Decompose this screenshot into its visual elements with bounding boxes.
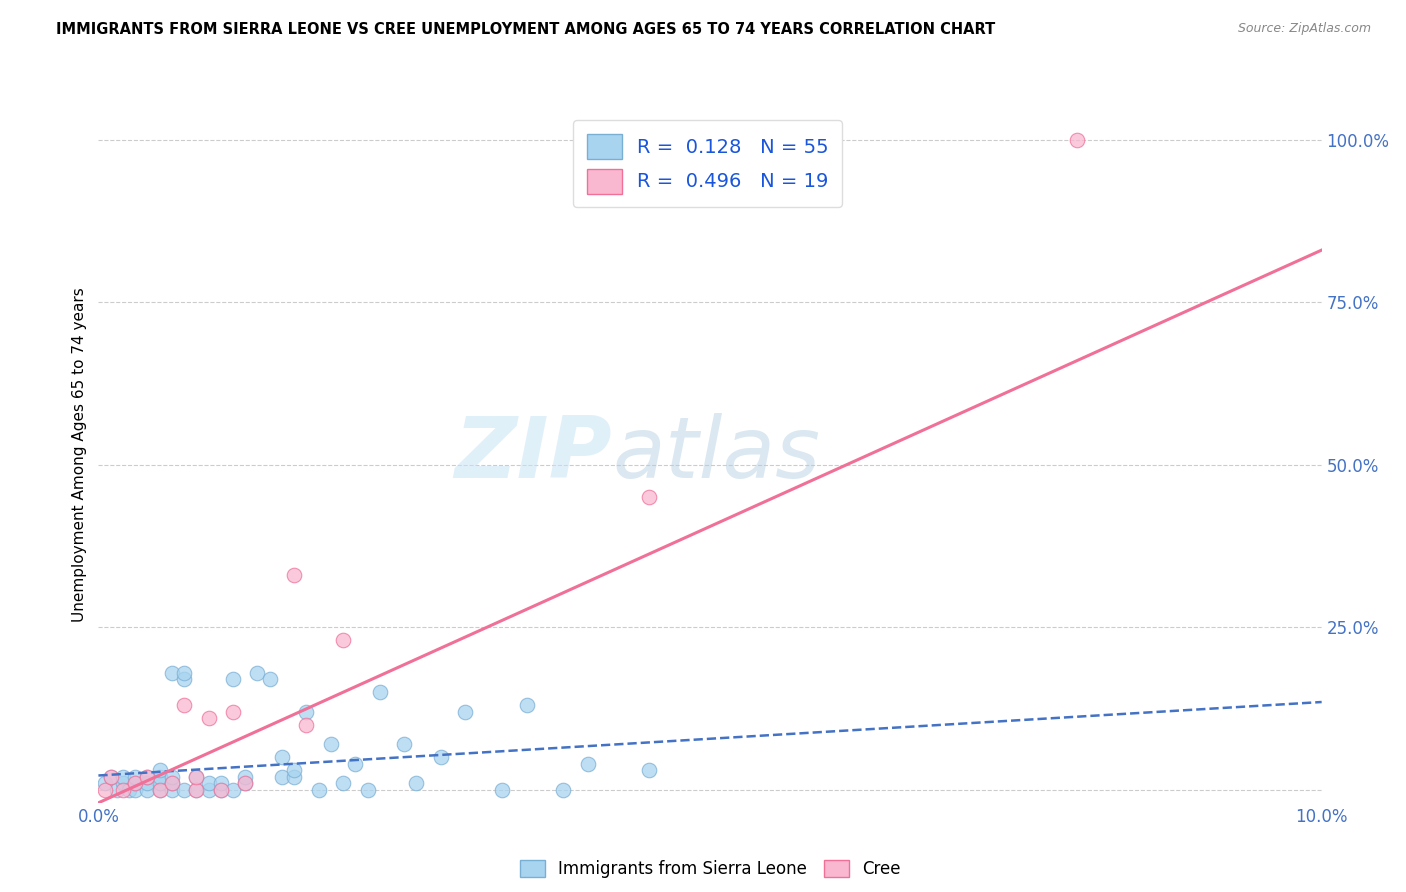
Point bbox=[124, 770, 146, 784]
Point bbox=[197, 711, 219, 725]
Point bbox=[209, 782, 232, 797]
Point bbox=[111, 776, 134, 790]
Point bbox=[93, 776, 115, 790]
Point bbox=[209, 776, 232, 790]
Point bbox=[173, 782, 195, 797]
Point bbox=[105, 782, 128, 797]
Text: ZIP: ZIP bbox=[454, 413, 612, 497]
Point bbox=[283, 764, 305, 778]
Point bbox=[430, 750, 453, 764]
Point bbox=[136, 782, 159, 797]
Point bbox=[295, 718, 318, 732]
Point bbox=[1066, 132, 1088, 146]
Point bbox=[100, 770, 122, 784]
Point bbox=[332, 633, 354, 648]
Point bbox=[553, 782, 575, 797]
Point bbox=[308, 782, 330, 797]
Point bbox=[173, 665, 195, 680]
Point bbox=[136, 776, 159, 790]
Point bbox=[173, 698, 195, 713]
Y-axis label: Unemployment Among Ages 65 to 74 years: Unemployment Among Ages 65 to 74 years bbox=[72, 287, 87, 623]
Point bbox=[222, 672, 245, 686]
Point bbox=[149, 770, 172, 784]
Text: Source: ZipAtlas.com: Source: ZipAtlas.com bbox=[1237, 22, 1371, 36]
Point bbox=[368, 685, 391, 699]
Point bbox=[118, 782, 141, 797]
Point bbox=[233, 776, 256, 790]
Point bbox=[259, 672, 281, 686]
Point bbox=[149, 782, 172, 797]
Point bbox=[186, 770, 208, 784]
Point bbox=[392, 737, 416, 751]
Point bbox=[136, 770, 159, 784]
Point bbox=[516, 698, 538, 713]
Point bbox=[160, 782, 183, 797]
Point bbox=[319, 737, 342, 751]
Point bbox=[209, 782, 232, 797]
Point bbox=[186, 770, 208, 784]
Point bbox=[344, 756, 367, 771]
Point bbox=[124, 782, 146, 797]
Point bbox=[160, 770, 183, 784]
Point bbox=[173, 672, 195, 686]
Point bbox=[270, 750, 292, 764]
Point bbox=[356, 782, 378, 797]
Legend: Immigrants from Sierra Leone, Cree: Immigrants from Sierra Leone, Cree bbox=[513, 854, 907, 885]
Point bbox=[149, 764, 172, 778]
Point bbox=[270, 770, 292, 784]
Point bbox=[295, 705, 318, 719]
Point bbox=[124, 776, 146, 790]
Point bbox=[111, 770, 134, 784]
Text: atlas: atlas bbox=[612, 413, 820, 497]
Point bbox=[222, 705, 245, 719]
Point bbox=[197, 776, 219, 790]
Point bbox=[136, 770, 159, 784]
Point bbox=[637, 490, 661, 504]
Point bbox=[222, 782, 245, 797]
Text: IMMIGRANTS FROM SIERRA LEONE VS CREE UNEMPLOYMENT AMONG AGES 65 TO 74 YEARS CORR: IMMIGRANTS FROM SIERRA LEONE VS CREE UNE… bbox=[56, 22, 995, 37]
Point bbox=[100, 770, 122, 784]
Point bbox=[186, 782, 208, 797]
Point bbox=[149, 782, 172, 797]
Point bbox=[124, 776, 146, 790]
Point bbox=[283, 770, 305, 784]
Point bbox=[197, 782, 219, 797]
Point bbox=[111, 782, 134, 797]
Point bbox=[491, 782, 513, 797]
Point bbox=[454, 705, 477, 719]
Point bbox=[246, 665, 269, 680]
Point bbox=[160, 776, 183, 790]
Point bbox=[233, 776, 256, 790]
Point bbox=[576, 756, 599, 771]
Point bbox=[405, 776, 427, 790]
Point bbox=[149, 776, 172, 790]
Point bbox=[160, 776, 183, 790]
Point bbox=[160, 665, 183, 680]
Point bbox=[186, 782, 208, 797]
Point bbox=[233, 770, 256, 784]
Point bbox=[93, 782, 115, 797]
Point bbox=[332, 776, 354, 790]
Point bbox=[283, 568, 305, 582]
Point bbox=[637, 764, 661, 778]
